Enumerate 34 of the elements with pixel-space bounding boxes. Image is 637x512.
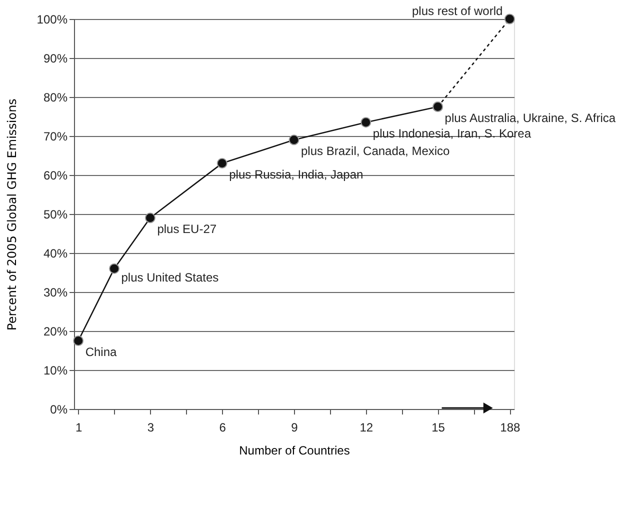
- point: [73, 336, 84, 346]
- y-axis-title: Percent of 2005 Global GHG Emissions: [4, 98, 19, 330]
- point: [144, 212, 156, 224]
- annotation: plus Brazil, Canada, Mexico: [301, 144, 450, 158]
- y-tick-label: 100%: [36, 12, 68, 26]
- annotation: plus United States: [121, 270, 219, 285]
- point: [109, 263, 120, 274]
- annotation: plus rest of world: [412, 4, 503, 18]
- y-tick-label: 70%: [43, 130, 68, 144]
- x-tick-label: 15: [432, 420, 446, 434]
- x-tick-label: 3: [147, 420, 154, 434]
- y-tick-label: 90%: [43, 52, 68, 66]
- x-tick-label: 9: [291, 420, 298, 434]
- annotation: plus EU-27: [157, 222, 217, 236]
- point: [504, 14, 515, 24]
- point: [432, 102, 444, 112]
- x-tick-label: 188: [500, 420, 521, 434]
- y-tick-label: 30%: [43, 286, 68, 300]
- y-tick-label: 40%: [43, 246, 68, 260]
- y-tick-label: 10%: [43, 364, 68, 378]
- x-axis-title: Number of Countries: [239, 444, 350, 458]
- x-tick-label: 12: [360, 420, 374, 434]
- point: [216, 158, 228, 169]
- point: [288, 134, 300, 146]
- x-tick-label: 6: [219, 420, 226, 434]
- y-tick-label: 0%: [50, 402, 68, 416]
- annotation: plus Australia, Ukraine, S. Africa: [444, 110, 616, 125]
- x-tick-label: 1: [75, 420, 82, 434]
- y-tick-label: 20%: [43, 324, 68, 338]
- y-tick-label: 60%: [43, 168, 68, 182]
- y-tick-label: 80%: [43, 90, 68, 104]
- point: [360, 117, 372, 128]
- annotation: China: [85, 344, 117, 359]
- y-tick-label: 50%: [43, 208, 68, 222]
